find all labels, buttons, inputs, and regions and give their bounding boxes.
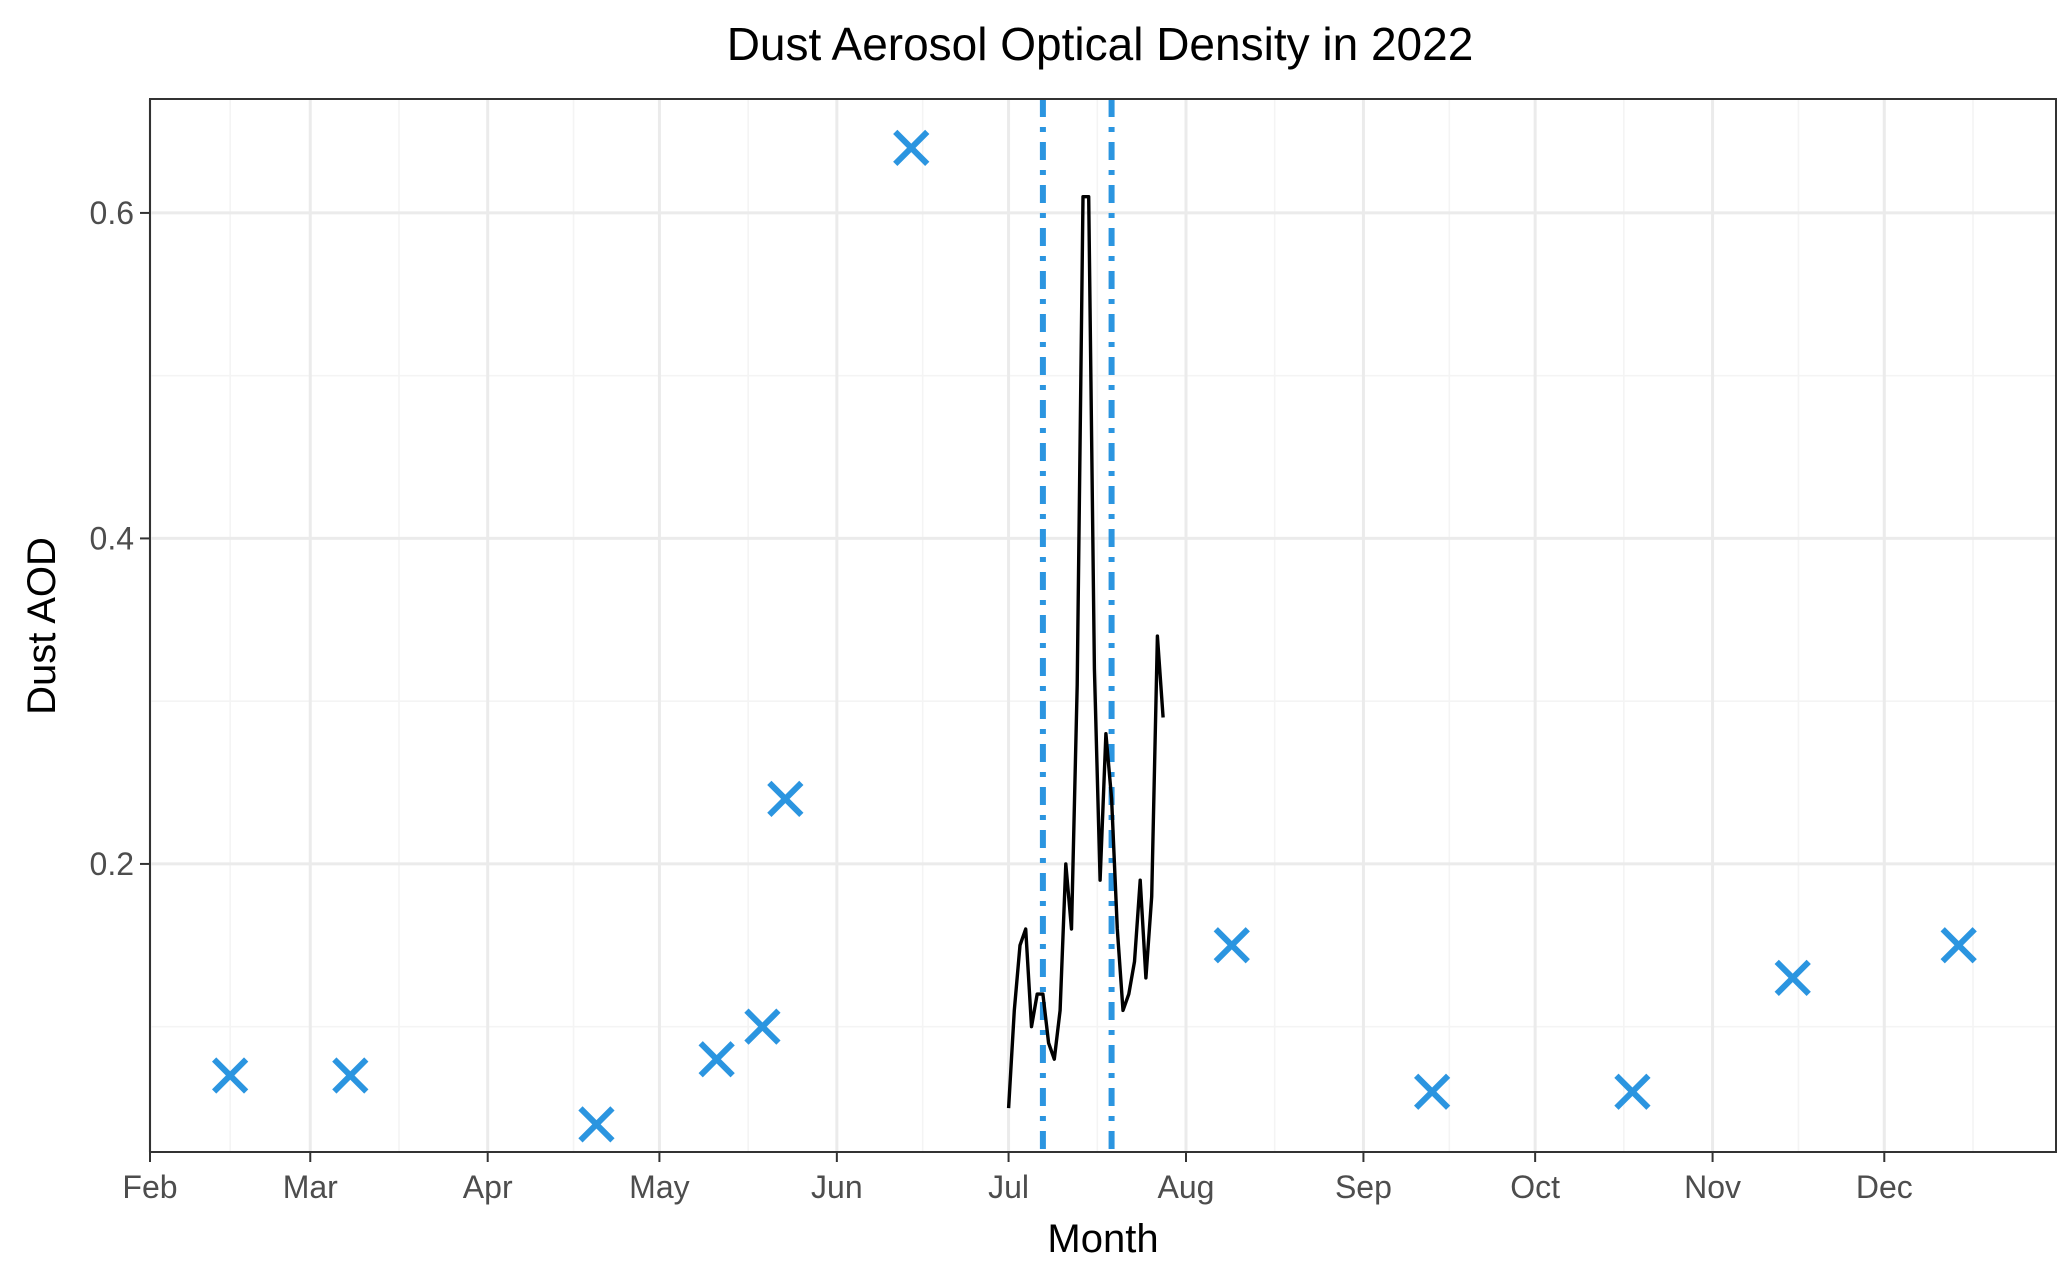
y-axis-title: Dust AOD — [20, 537, 64, 715]
x-axis-title: Month — [1047, 1217, 1158, 1261]
x-tick-label: Feb — [122, 1169, 177, 1205]
plot-panel-border — [149, 98, 2057, 1153]
x-tick-label: Apr — [463, 1169, 513, 1205]
data-point-x-marker — [1413, 1073, 1451, 1110]
marker-stroke — [893, 129, 930, 166]
line-series — [1006, 194, 1165, 1109]
reference-lines — [1039, 99, 1115, 1152]
chart-title: Dust Aerosol Optical Density in 2022 — [727, 18, 1474, 70]
x-tick-label: Jul — [988, 1169, 1029, 1205]
y-tick-label: 0.6 — [90, 195, 134, 231]
marker-stroke — [1413, 1073, 1451, 1110]
data-point-x-marker — [893, 129, 930, 166]
data-point-x-marker — [578, 1106, 615, 1143]
y-tick-label: 0.4 — [90, 520, 134, 556]
data-point-x-marker — [744, 1008, 781, 1045]
data-point-x-marker — [698, 1041, 735, 1078]
y-tick-label: 0.2 — [90, 846, 134, 882]
marker-stroke — [1213, 927, 1250, 964]
scatter-series — [212, 129, 1977, 1143]
x-tick-label: Oct — [1510, 1169, 1560, 1205]
data-point-x-marker — [1213, 927, 1250, 964]
marker-stroke — [698, 1041, 735, 1078]
data-point-x-marker — [1940, 927, 1977, 964]
minor-gridlines — [150, 99, 2056, 1152]
x-axis: Feb Mar Apr May Jun Jul Aug Sep Oct Nov Dec — [122, 1152, 1913, 1205]
marker-stroke — [1774, 959, 1811, 996]
x-tick-label: May — [629, 1169, 689, 1205]
marker-stroke — [212, 1057, 249, 1094]
x-tick-label: Dec — [1856, 1169, 1913, 1205]
marker-stroke — [1940, 927, 1977, 964]
y-axis: 0.2 0.4 0.6 — [90, 195, 150, 882]
major-gridlines — [148, 99, 2056, 1152]
x-tick-label: Jun — [811, 1169, 863, 1205]
marker-stroke — [744, 1008, 781, 1045]
series-line — [1006, 194, 1165, 1109]
marker-stroke — [767, 780, 804, 817]
x-tick-label: Mar — [283, 1169, 338, 1205]
data-point-x-marker — [767, 780, 804, 817]
x-tick-label: Nov — [1684, 1169, 1741, 1205]
x-tick-label: Aug — [1158, 1169, 1215, 1205]
data-point-x-marker — [1774, 959, 1811, 996]
data-point-x-marker — [1614, 1073, 1651, 1110]
marker-stroke — [578, 1106, 615, 1143]
data-point-x-marker — [332, 1057, 369, 1094]
x-tick-label: Sep — [1335, 1169, 1392, 1205]
marker-stroke — [332, 1057, 369, 1094]
marker-stroke — [1614, 1073, 1651, 1110]
data-point-x-marker — [212, 1057, 249, 1094]
